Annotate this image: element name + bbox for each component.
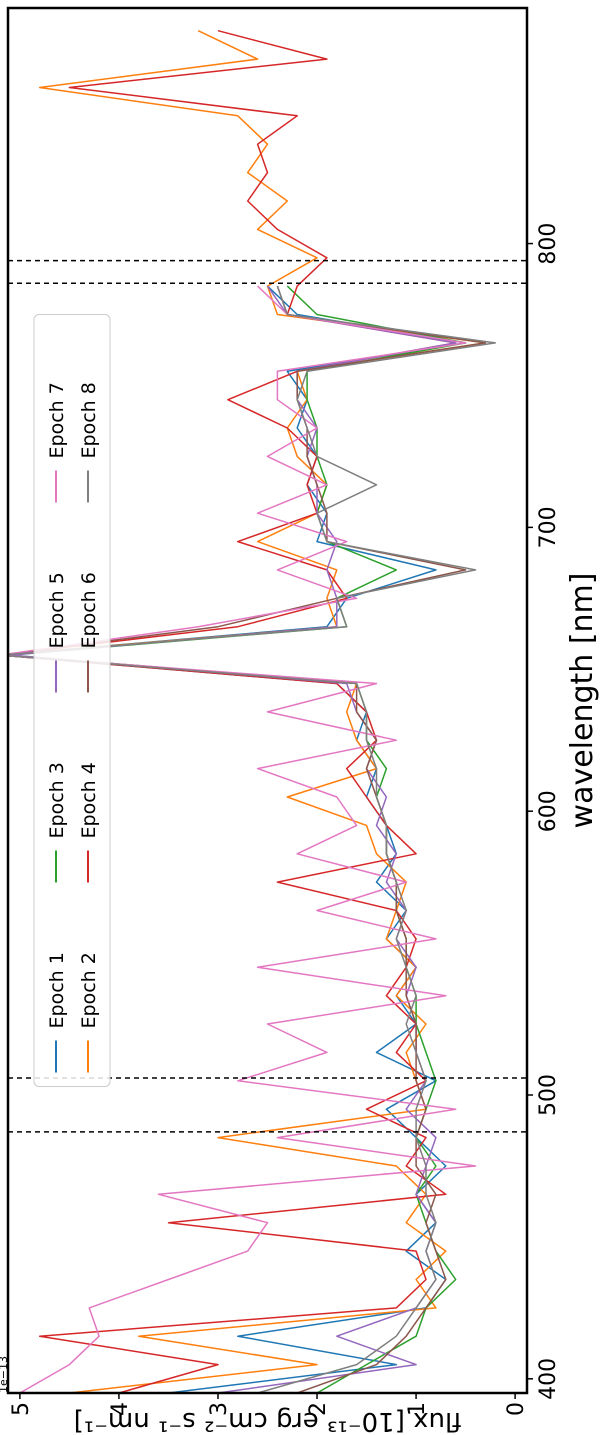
x-tick-label: 400 — [536, 1358, 561, 1400]
x-axis-label: wavelength [nm] — [565, 573, 600, 829]
series-line — [8, 30, 487, 1393]
legend-label: Epoch 4 — [78, 762, 100, 838]
x-tick-label: 800 — [536, 223, 561, 265]
x-tick-label: 600 — [536, 790, 561, 832]
legend-label: Epoch 5 — [46, 572, 68, 648]
y-tick-label: 0 — [504, 1402, 529, 1416]
legend-box — [33, 314, 111, 1087]
legend-label: Epoch 7 — [46, 382, 68, 458]
legend-label: Epoch 2 — [78, 952, 100, 1028]
legend-label: Epoch 1 — [46, 952, 68, 1028]
y-axis-label: flux [10⁻¹³ erg cm⁻² s⁻¹ nm⁻¹] — [74, 1406, 462, 1435]
y-tick-label: 3 — [207, 1402, 232, 1416]
series-line — [8, 285, 477, 1393]
series-line — [8, 285, 497, 1393]
plot-area — [8, 29, 527, 1393]
legend-label: Epoch 8 — [78, 382, 100, 458]
y-tick-label: 4 — [108, 1402, 133, 1416]
y-tick-label: 1 — [405, 1402, 430, 1416]
x-tick-label: 700 — [536, 506, 561, 548]
legend-label: Epoch 3 — [46, 762, 68, 838]
plot-frame — [6, 6, 529, 1395]
rotated-chart: 400 500 600 700 800 0 1 2 3 4 5 1e−13 wavelength [nm… — [0, 6, 600, 1435]
y-offset-text: 1e−13 — [0, 1356, 10, 1393]
y-tick-label: 2 — [306, 1402, 331, 1416]
y-tick-label: 5 — [9, 1402, 34, 1416]
x-tick-label: 500 — [536, 1074, 561, 1116]
legend-label: Epoch 6 — [78, 572, 100, 648]
